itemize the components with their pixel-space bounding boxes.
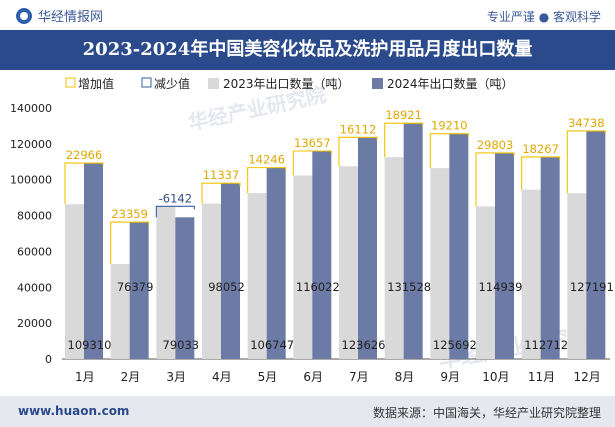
bar-value-label: 114939 <box>479 280 523 294</box>
change-label: 14246 <box>248 153 285 167</box>
brand-name: 华经情报网 <box>38 10 104 25</box>
change-bracket <box>247 167 287 194</box>
change-bracket <box>338 136 378 167</box>
change-label: 18921 <box>385 108 422 122</box>
bar-value-label: 127191 <box>570 280 614 294</box>
y-tick-label: 120000 <box>10 138 52 151</box>
y-tick-label: 80000 <box>17 210 52 223</box>
chart-title: 2023-2024年中国美容化妆品及洗护用品月度出口数量 <box>0 30 615 70</box>
legend-swatch-b24 <box>372 78 383 89</box>
change-label: 16112 <box>340 122 377 136</box>
change-bracket <box>110 221 150 264</box>
change-label: 13657 <box>294 136 331 150</box>
change-bracket <box>155 205 195 218</box>
x-tick-label: 2月 <box>121 370 141 384</box>
legend-label: 2023年出口数量（吨） <box>223 76 350 91</box>
change-bracket <box>64 162 104 205</box>
bar-value-label: 116022 <box>296 280 340 294</box>
bar-2023 <box>384 157 404 359</box>
change-label: 19210 <box>431 119 468 133</box>
bar-2023 <box>567 193 587 359</box>
footer-url[interactable]: www.huaon.com <box>18 404 130 418</box>
bar-2024 <box>84 163 103 359</box>
legend-label: 减少值 <box>154 76 190 91</box>
x-tick-label: 1月 <box>75 370 95 384</box>
change-bracket <box>429 133 469 169</box>
bar-value-label: 125692 <box>433 338 477 352</box>
x-tick-label: 10月 <box>482 370 509 384</box>
x-tick-label: 4月 <box>212 370 232 384</box>
legend-swatch-b23 <box>208 78 219 89</box>
x-tick-label: 7月 <box>349 370 369 384</box>
bar-2023 <box>521 189 541 359</box>
bar-2024 <box>586 130 606 359</box>
change-bracket <box>475 152 515 207</box>
brand: 华经情报网 <box>16 6 103 25</box>
change-label: 18267 <box>522 142 559 156</box>
bar-value-label: 76379 <box>117 280 154 294</box>
legend-swatch-dec <box>141 77 152 88</box>
bar-value-label: 106747 <box>250 338 294 352</box>
bar-2024 <box>403 123 423 359</box>
y-tick-label: 40000 <box>17 281 52 294</box>
bar-2024 <box>540 156 560 359</box>
bar-2023 <box>293 175 313 359</box>
footer: www.huaon.com 数据来源：中国海关，华经产业研究院整理 <box>0 396 615 427</box>
x-tick-label: 11月 <box>528 370 555 384</box>
bar-2023 <box>110 263 130 359</box>
brand-logo-icon <box>16 7 32 24</box>
y-tick-label: 100000 <box>10 174 52 187</box>
change-bracket <box>384 122 424 158</box>
bar-value-label: 123626 <box>342 338 386 352</box>
change-bracket <box>292 150 332 176</box>
bar-2024 <box>266 167 286 359</box>
bar-2024 <box>312 150 332 359</box>
x-tick-label: 3月 <box>166 370 186 384</box>
y-tick-label: 60000 <box>17 245 52 258</box>
bar-2024 <box>358 137 377 359</box>
bar-2023 <box>339 166 358 359</box>
bar-2023 <box>247 193 267 359</box>
bar-2023 <box>65 204 84 359</box>
bar-2024 <box>221 183 240 359</box>
bar-2024 <box>175 217 195 359</box>
bar-2024 <box>129 222 149 359</box>
legend-label: 增加值 <box>78 76 114 91</box>
y-tick-label: 0 <box>45 353 52 366</box>
change-bracket <box>566 130 606 194</box>
bar-2024 <box>449 133 469 359</box>
x-tick-label: 9月 <box>440 370 460 384</box>
y-tick-label: 20000 <box>17 317 52 330</box>
x-tick-label: 5月 <box>258 370 278 384</box>
top-bar: 华经情报网 专业严谨 ● 客观科学 <box>0 0 615 30</box>
change-label: 34738 <box>568 116 605 130</box>
bar-2023 <box>156 206 176 359</box>
legend-label: 2024年出口数量（吨） <box>387 76 514 91</box>
bar-value-label: 98052 <box>208 280 245 294</box>
change-label: 29803 <box>477 138 514 152</box>
tagline: 专业严谨 ● 客观科学 <box>486 10 601 24</box>
bar-value-label: 79033 <box>163 338 200 352</box>
change-label: -6142 <box>159 191 192 205</box>
bar-value-label: 109310 <box>68 338 112 352</box>
bar-2023 <box>476 206 495 359</box>
change-bracket <box>201 182 241 204</box>
x-tick-label: 8月 <box>395 370 415 384</box>
bar-2023 <box>202 203 221 359</box>
legend-swatch-inc <box>65 77 76 88</box>
change-label: 22966 <box>66 148 103 162</box>
bar-value-label: 131528 <box>387 280 431 294</box>
change-bracket <box>521 156 561 190</box>
bar-2023 <box>430 168 450 359</box>
bar-value-label: 112712 <box>524 338 568 352</box>
y-tick-label: 140000 <box>10 102 52 115</box>
x-tick-label: 12月 <box>574 370 601 384</box>
x-tick-label: 6月 <box>303 370 323 384</box>
data-source: 数据来源：中国海关，华经产业研究院整理 <box>372 406 601 420</box>
bar-2024 <box>495 152 514 359</box>
change-label: 11337 <box>203 168 240 182</box>
change-label: 23359 <box>111 207 148 221</box>
